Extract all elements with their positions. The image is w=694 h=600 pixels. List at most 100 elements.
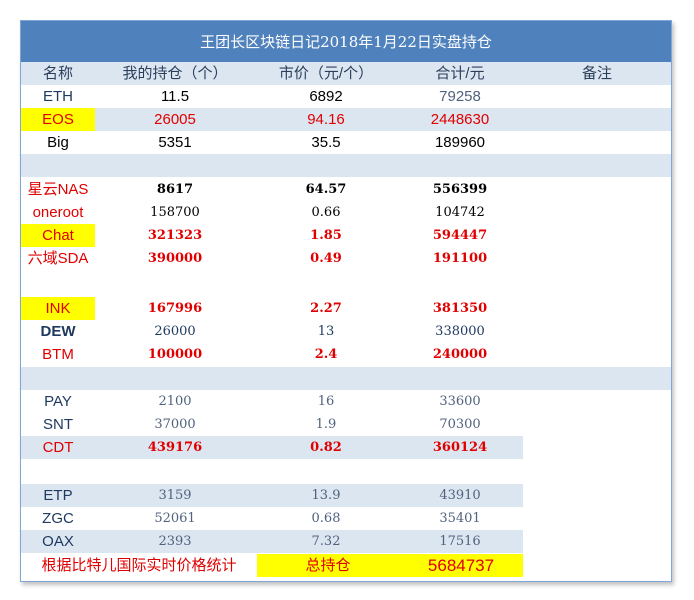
holding-qty: 3159 <box>158 488 192 503</box>
coin-name: 星云NAS <box>27 181 89 198</box>
market-price: 6892 <box>309 88 343 105</box>
market-price: 13 <box>317 324 335 339</box>
holding-qty: 26005 <box>154 111 196 128</box>
total-value: 104742 <box>435 205 485 220</box>
holding-qty: 390000 <box>147 251 203 266</box>
coin-name: ETH <box>43 88 73 105</box>
market-price: 1.85 <box>310 228 342 243</box>
coin-name: PAY <box>44 393 72 410</box>
table-row: CDT 439176 0.82 360124 <box>21 436 671 459</box>
market-price: 16 <box>317 394 335 409</box>
holding-qty: 321323 <box>147 228 203 243</box>
holding-qty: 11.5 <box>160 88 190 105</box>
total-value: 33600 <box>439 394 481 409</box>
table-row: EOS 26005 94.16 2448630 <box>21 108 671 131</box>
table-row: oneroot 158700 0.66 104742 <box>21 201 671 224</box>
table-row: OAX 2393 7.32 17516 <box>21 530 671 553</box>
coin-name: Chat <box>21 224 95 247</box>
holding-qty: 52061 <box>154 511 196 526</box>
table-row: Chat 321323 1.85 594447 <box>21 224 671 247</box>
header-qty: 我的持仓（个） <box>122 65 228 82</box>
coin-name: EOS <box>21 108 95 131</box>
holding-qty: 26000 <box>154 324 196 339</box>
table-row: 星云NAS 8617 64.57 556399 <box>21 178 671 201</box>
holding-qty: 37000 <box>154 417 196 432</box>
coin-name: BTM <box>42 346 74 363</box>
total-value: 79258 <box>439 88 481 105</box>
holding-qty: 2100 <box>158 394 192 409</box>
coin-name: 六域SDA <box>27 250 89 267</box>
empty-row <box>21 154 671 177</box>
row-band <box>21 108 671 131</box>
total-value: 594447 <box>432 228 488 243</box>
row-band <box>21 484 523 507</box>
empty-row <box>21 367 671 390</box>
holding-qty: 5351 <box>158 134 192 151</box>
market-price: 94.16 <box>307 111 345 128</box>
sheet-title: 王团长区块链日记2018年1月22日实盘持仓 <box>21 21 671 62</box>
total-value: 240000 <box>432 347 488 362</box>
market-price: 1.9 <box>315 417 337 432</box>
market-price: 0.82 <box>310 440 342 455</box>
table-row: 六域SDA 390000 0.49 191100 <box>21 247 671 270</box>
empty-row <box>21 270 671 293</box>
holding-qty: 2393 <box>158 534 192 549</box>
table-row: ETH 11.5 6892 79258 <box>21 85 671 108</box>
table-row: Big 5351 35.5 189960 <box>21 131 671 154</box>
table-row: DEW 26000 13 338000 <box>21 320 671 343</box>
market-price: 0.49 <box>310 251 342 266</box>
header-name: 名称 <box>42 65 73 82</box>
holding-qty: 8617 <box>156 182 194 197</box>
table-row: PAY 2100 16 33600 <box>21 390 671 413</box>
market-price: 35.5 <box>311 134 341 151</box>
table-row: SNT 37000 1.9 70300 <box>21 413 671 436</box>
total-value: 35401 <box>439 511 481 526</box>
market-price: 13.9 <box>311 488 341 503</box>
total-value: 17516 <box>439 534 481 549</box>
market-price: 2.4 <box>314 347 338 362</box>
coin-name: SNT <box>43 416 73 433</box>
coin-name: INK <box>21 297 95 320</box>
holding-qty: 439176 <box>147 440 203 455</box>
coin-name: ETP <box>43 487 73 504</box>
total-holdings-label: 总持仓 <box>257 554 399 577</box>
total-value: 360124 <box>432 440 488 455</box>
row-band <box>21 367 671 390</box>
coin-name: Big <box>47 134 69 151</box>
coin-name: DEW <box>40 323 76 340</box>
total-value: 43910 <box>439 488 481 503</box>
table-row: INK 167996 2.27 381350 <box>21 297 671 320</box>
row-band <box>21 154 671 177</box>
table-row: BTM 100000 2.4 240000 <box>21 343 671 366</box>
holding-qty: 167996 <box>147 301 203 316</box>
header-total: 合计/元 <box>435 65 485 82</box>
holdings-sheet: 王团长区块链日记2018年1月22日实盘持仓 名称 我的持仓（个） 市价（元/个… <box>20 20 672 582</box>
row-band <box>21 530 523 553</box>
row-band <box>21 436 523 459</box>
total-value: 338000 <box>435 324 485 339</box>
holding-qty: 158700 <box>150 205 200 220</box>
header-note: 备注 <box>581 65 612 82</box>
table-row: ETP 3159 13.9 43910 <box>21 484 671 507</box>
total-value: 2448630 <box>430 111 490 128</box>
coin-name: CDT <box>42 439 74 456</box>
coin-name: OAX <box>42 533 74 550</box>
total-value: 381350 <box>432 301 488 316</box>
coin-name: oneroot <box>32 204 84 221</box>
total-value: 191100 <box>432 251 488 266</box>
holding-qty: 100000 <box>147 347 203 362</box>
total-value: 556399 <box>432 182 488 197</box>
market-price: 7.32 <box>311 534 341 549</box>
total-value: 70300 <box>439 417 481 432</box>
total-holdings-value: 5684737 <box>399 554 523 577</box>
table-row: ZGC 52061 0.68 35401 <box>21 507 671 530</box>
header-row: 名称 我的持仓（个） 市价（元/个） 合计/元 备注 <box>21 62 671 85</box>
row-band <box>21 62 671 85</box>
price-source-note: 根据比特儿国际实时价格统计 <box>41 557 237 574</box>
market-price: 2.27 <box>310 301 342 316</box>
market-price: 0.68 <box>311 511 341 526</box>
coin-name: ZGC <box>42 510 74 527</box>
header-price: 市价（元/个） <box>278 65 374 82</box>
market-price: 64.57 <box>305 182 347 197</box>
market-price: 0.66 <box>311 205 341 220</box>
